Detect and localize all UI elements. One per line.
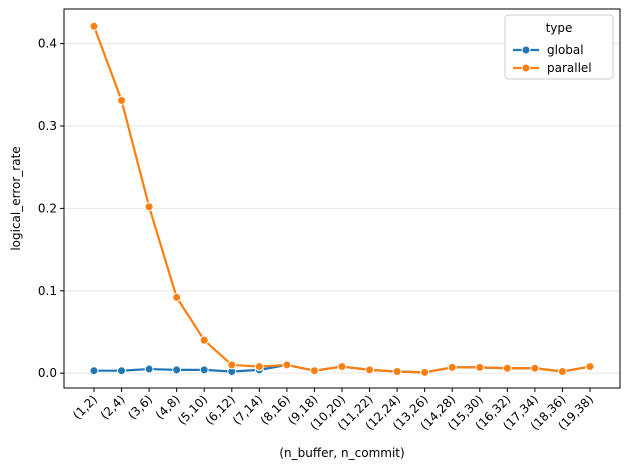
legend: type global parallel [504,14,614,80]
data-point-parallel [530,363,540,373]
data-point-global [172,365,182,375]
x-axis-label: (n_buffer, n_commit) [279,446,404,460]
x-tick-label: (2,4) [98,392,128,422]
y-axis-label: logical_error_rate [9,146,23,250]
data-point-parallel [254,362,264,372]
data-point-parallel [172,292,182,302]
y-tick-label: 0.0 [38,366,57,380]
data-point-parallel [337,362,347,372]
data-point-parallel [282,360,292,370]
x-tick-label: (7,14) [230,392,265,427]
data-point-parallel [420,367,430,377]
y-tick-label: 0.4 [38,37,57,51]
x-tick-label: (6,12) [202,392,237,427]
x-tick-label: (8,16) [258,392,293,427]
data-point-parallel [144,202,154,212]
y-tick-label: 0.1 [38,284,57,298]
data-point-global [89,366,99,376]
x-tick-label: (3,6) [125,392,155,422]
data-point-parallel [89,21,99,31]
data-point-parallel [227,360,237,370]
data-point-parallel [117,95,127,105]
data-point-parallel [392,367,402,377]
y-tick-label: 0.3 [38,119,57,133]
data-point-parallel [199,335,209,345]
legend-marker-global [521,45,531,55]
data-point-global [144,364,154,374]
series-parallel [89,21,595,377]
legend-label-global: global [547,43,584,57]
data-point-parallel [502,363,512,373]
x-axis: (1,2)(2,4)(3,6)(4,8)(5,10)(6,12)(7,14)(8… [70,388,596,433]
x-tick-label: (5,10) [175,392,210,427]
data-point-parallel [309,366,319,376]
legend-marker-parallel [521,63,531,73]
data-point-parallel [447,362,457,372]
data-point-parallel [585,362,595,372]
data-point-global [117,366,127,376]
x-tick-label: (1,2) [70,392,100,422]
legend-title: type [546,21,573,35]
data-point-parallel [475,362,485,372]
y-tick-label: 0.2 [38,201,57,215]
y-axis: 0.0 0.1 0.2 0.3 0.4 [38,37,64,380]
data-point-parallel [557,367,567,377]
series-layer [89,21,595,377]
data-point-parallel [365,365,375,375]
gridlines [64,43,620,374]
legend-box [504,14,614,80]
legend-label-parallel: parallel [547,61,592,75]
data-point-global [199,365,209,375]
legend-items: global parallel [513,43,592,75]
